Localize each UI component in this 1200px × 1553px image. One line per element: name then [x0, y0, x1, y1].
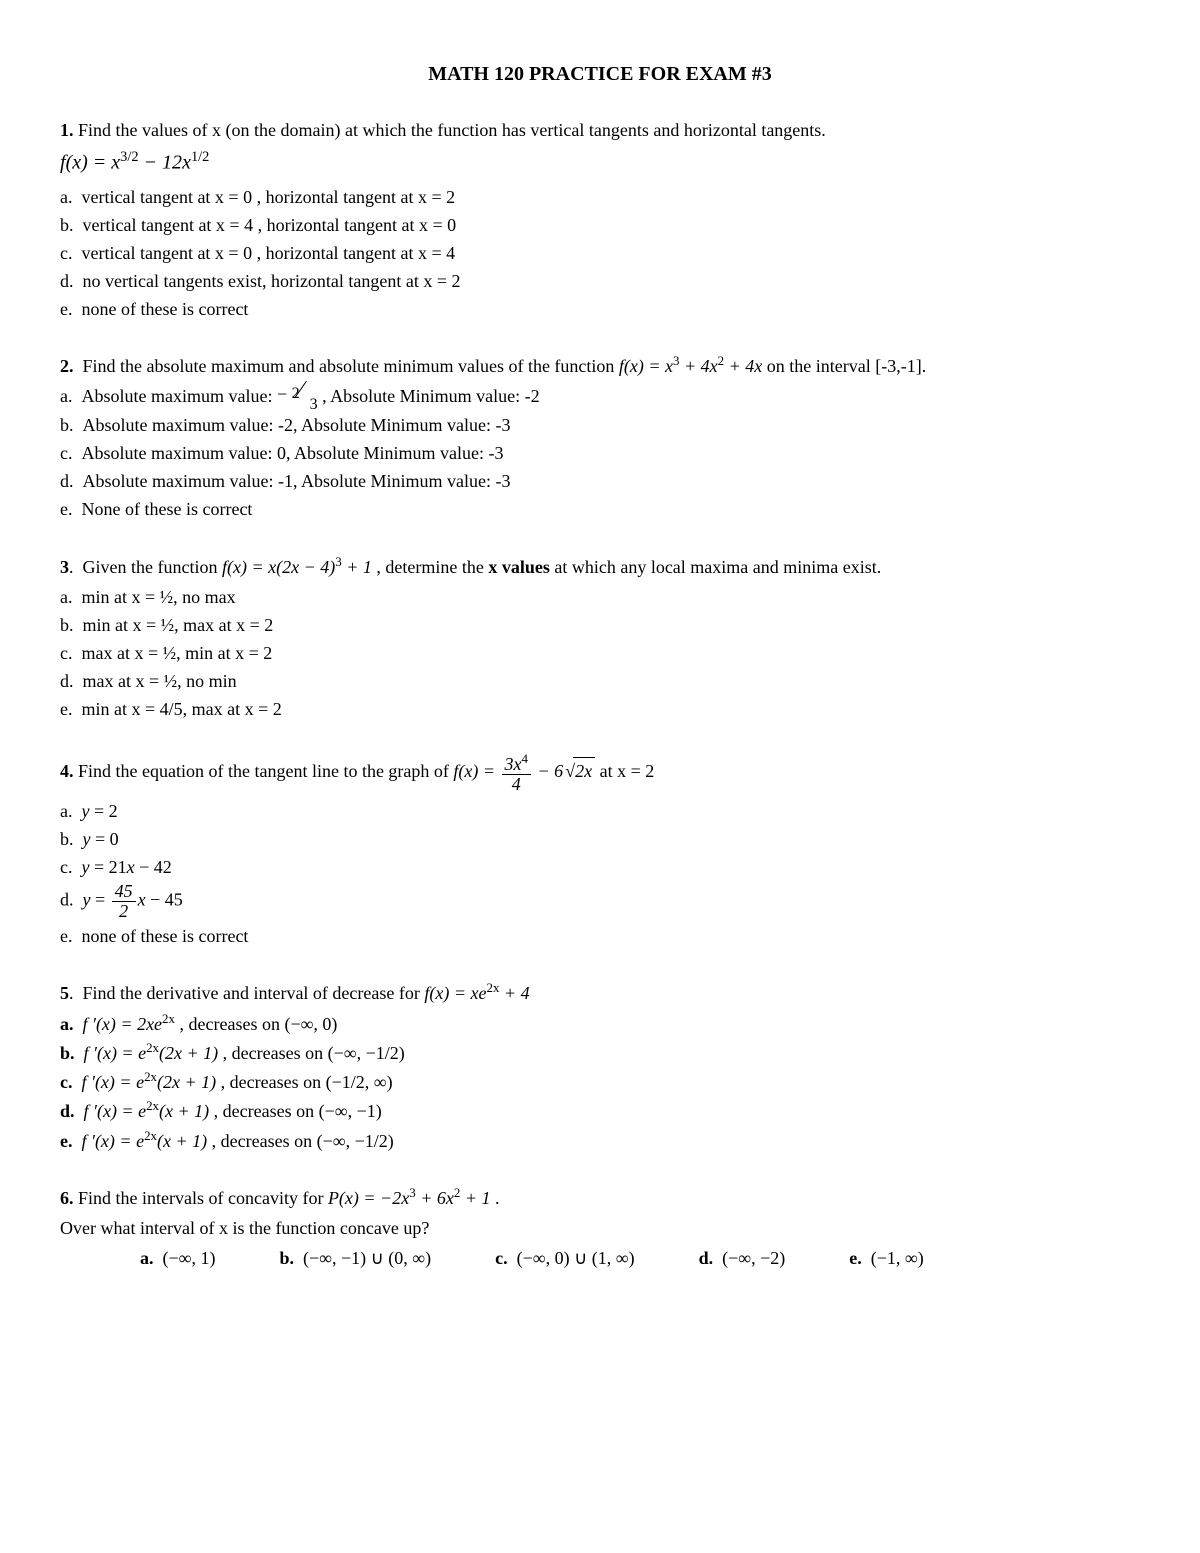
q4-number: 4.: [60, 761, 74, 781]
q6-opt-b: b. (−∞, −1) ∪ (0, ∞): [279, 1245, 431, 1271]
q3-opt-a: a. min at x = ½, no max: [60, 584, 1140, 610]
q3-number: 3: [60, 557, 69, 577]
q5-prompt-a: Find the derivative and interval of decr…: [83, 983, 425, 1003]
q6-opt-c: c. (−∞, 0) ∪ (1, ∞): [495, 1245, 634, 1271]
q6-prompt: 6. Find the intervals of concavity for P…: [60, 1184, 1140, 1211]
q2-number: 2.: [60, 356, 74, 376]
q4-opt-e: e. none of these is correct: [60, 923, 1140, 949]
q5-opt-a: a. f ′(x) = 2xe2x , decreases on (−∞, 0): [60, 1010, 1140, 1037]
q2-opt-c: c. Absolute maximum value: 0, Absolute M…: [60, 440, 1140, 466]
question-4: 4. Find the equation of the tangent line…: [60, 752, 1140, 949]
q3-opt-b: b. min at x = ½, max at x = 2: [60, 612, 1140, 638]
fraction-icon: 23: [292, 386, 318, 410]
q4-formula: f(x) = 3x44 − 6√2x: [453, 761, 599, 781]
q3-prompt-d: at which any local maxima and minima exi…: [554, 557, 881, 577]
q1-opt-c: c. vertical tangent at x = 0 , horizonta…: [60, 240, 1140, 266]
question-3: 3. Given the function f(x) = x(2x − 4)3 …: [60, 553, 1140, 723]
q2-prompt-b: on the interval [-3,-1].: [767, 356, 926, 376]
q3-prompt-c: x values: [488, 557, 550, 577]
q1-formula: f(x) = x3/2 − 12x1/2: [60, 147, 1140, 178]
sqrt-icon: √2x: [563, 757, 595, 784]
q3-prompt-a: Given the function: [83, 557, 222, 577]
q5-options: a. f ′(x) = 2xe2x , decreases on (−∞, 0)…: [60, 1010, 1140, 1153]
page-title: MATH 120 PRACTICE FOR EXAM #3: [60, 60, 1140, 89]
q5-formula: f(x) = xe2x + 4: [424, 983, 529, 1003]
q3-prompt: 3. Given the function f(x) = x(2x − 4)3 …: [60, 553, 1140, 580]
q6-prompt-a: Find the intervals of concavity for: [78, 1188, 328, 1208]
q1-number: 1.: [60, 120, 74, 140]
q1-opt-a: a. vertical tangent at x = 0 , horizonta…: [60, 184, 1140, 210]
q4-prompt-a: Find the equation of the tangent line to…: [78, 761, 453, 781]
question-5: 5. Find the derivative and interval of d…: [60, 979, 1140, 1154]
q2-options: a. Absolute maximum value: − 23 , Absolu…: [60, 383, 1140, 522]
q1-opt-b: b. vertical tangent at x = 4 , horizonta…: [60, 212, 1140, 238]
q4-opt-b: b. y = 0: [60, 826, 1140, 852]
q5-prompt: 5. Find the derivative and interval of d…: [60, 979, 1140, 1006]
q2-prompt: 2. Find the absolute maximum and absolut…: [60, 352, 1140, 379]
q4-opt-c: c. y = 21x − 42: [60, 854, 1140, 880]
q5-opt-c: c. f ′(x) = e2x(2x + 1) , decreases on (…: [60, 1068, 1140, 1095]
q1-options: a. vertical tangent at x = 0 , horizonta…: [60, 184, 1140, 322]
q2-formula: f(x) = x3 + 4x2 + 4x: [619, 356, 762, 376]
q6-number: 6.: [60, 1188, 74, 1208]
q1-opt-d: d. no vertical tangents exist, horizonta…: [60, 268, 1140, 294]
q6-opt-e: e. (−1, ∞): [849, 1245, 923, 1271]
q4-options: a. y = 2 b. y = 0 c. y = 21x − 42 d. y =…: [60, 798, 1140, 949]
q4-prompt: 4. Find the equation of the tangent line…: [60, 752, 1140, 794]
question-6: 6. Find the intervals of concavity for P…: [60, 1184, 1140, 1271]
q1-opt-e: e. none of these is correct: [60, 296, 1140, 322]
question-1: 1. Find the values of x (on the domain) …: [60, 117, 1140, 322]
q1-prompt: 1. Find the values of x (on the domain) …: [60, 117, 1140, 143]
q4-opt-a: a. y = 2: [60, 798, 1140, 824]
q6-subprompt: Over what interval of x is the function …: [60, 1215, 1140, 1241]
q6-options: a. (−∞, 1) b. (−∞, −1) ∪ (0, ∞) c. (−∞, …: [140, 1245, 1140, 1271]
q3-opt-e: e. min at x = 4/5, max at x = 2: [60, 696, 1140, 722]
q3-opt-c: c. max at x = ½, min at x = 2: [60, 640, 1140, 666]
q2-opt-d: d. Absolute maximum value: -1, Absolute …: [60, 468, 1140, 494]
q4-prompt-b: at x = 2: [600, 761, 655, 781]
q5-number: 5: [60, 983, 69, 1003]
q6-opt-d: d. (−∞, −2): [699, 1245, 786, 1271]
question-2: 2. Find the absolute maximum and absolut…: [60, 352, 1140, 522]
q2-prompt-a: Find the absolute maximum and absolute m…: [83, 356, 619, 376]
q1-prompt-text: Find the values of x (on the domain) at …: [78, 120, 826, 140]
q2-opt-a: a. Absolute maximum value: − 23 , Absolu…: [60, 383, 1140, 410]
q2-opt-e: e. None of these is correct: [60, 496, 1140, 522]
q3-prompt-b: , determine the: [376, 557, 488, 577]
q5-opt-d: d. f ′(x) = e2x(x + 1) , decreases on (−…: [60, 1097, 1140, 1124]
q5-opt-b: b. f ′(x) = e2x(2x + 1) , decreases on (…: [60, 1039, 1140, 1066]
q3-opt-d: d. max at x = ½, no min: [60, 668, 1140, 694]
q2-opt-b: b. Absolute maximum value: -2, Absolute …: [60, 412, 1140, 438]
q6-opt-a: a. (−∞, 1): [140, 1245, 215, 1271]
q3-formula: f(x) = x(2x − 4)3 + 1: [222, 557, 372, 577]
q3-options: a. min at x = ½, no max b. min at x = ½,…: [60, 584, 1140, 722]
q4-opt-d: d. y = 452x − 45: [60, 882, 1140, 921]
q5-opt-e: e. f ′(x) = e2x(x + 1) , decreases on (−…: [60, 1127, 1140, 1154]
q6-formula: P(x) = −2x3 + 6x2 + 1: [328, 1188, 491, 1208]
